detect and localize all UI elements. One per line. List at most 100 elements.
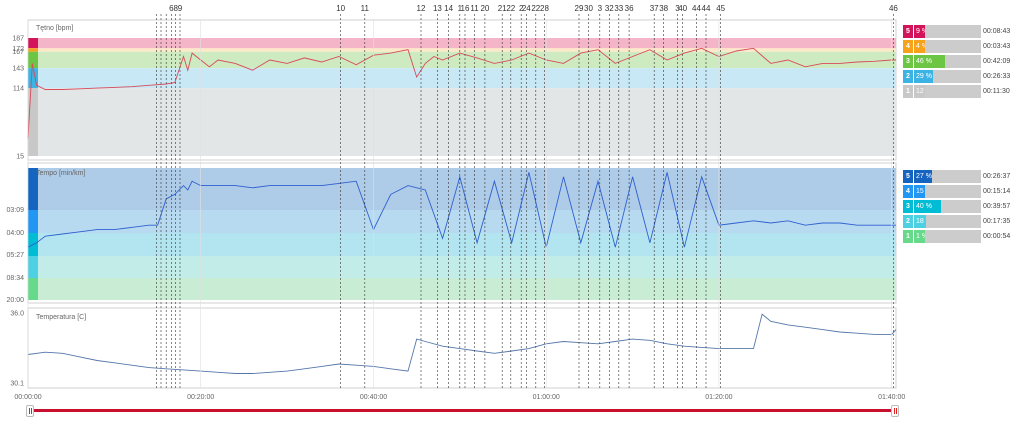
heart-rate-zone-row: 3 46 % [903, 55, 983, 68]
lap-marker-label[interactable]: 14 [444, 4, 453, 13]
lap-marker-label[interactable]: 16 [461, 4, 470, 13]
heart-rate-zone-time: 00:08:43 [983, 28, 1011, 35]
lap-marker-label[interactable]: 29 [575, 4, 584, 13]
heart-rate-zone-band [28, 48, 896, 52]
temperature-line [27, 313, 897, 374]
heart-rate-zone-band [28, 38, 896, 49]
x-tick-label: 00:20:00 [187, 394, 214, 401]
heart-rate-zone-row: 59 % [903, 25, 983, 38]
temperature-tick-label: 36.0 [10, 311, 24, 318]
heart-rate-zone-band [28, 88, 896, 156]
lap-marker-label[interactable]: 22 [531, 4, 540, 13]
lap-marker-label[interactable]: 22 [506, 4, 515, 13]
heart-rate-zone-marker [28, 51, 38, 69]
lap-marker-label[interactable]: 46 [889, 4, 898, 13]
x-tick-label: 00:00:00 [14, 394, 41, 401]
lap-marker-label[interactable]: 9 [178, 4, 183, 13]
pace-zone-bar-track [914, 230, 981, 243]
lap-marker-label[interactable]: 10 [336, 4, 345, 13]
pace-zone-band [28, 168, 896, 210]
pace-zone-percentage: 1 % [914, 230, 925, 243]
lap-marker-label[interactable]: 37 [650, 4, 659, 13]
heart-rate-zone-band [28, 68, 896, 89]
x-tick-label: 01:20:00 [705, 394, 732, 401]
heart-rate-zone-number: 5 [903, 25, 913, 38]
heart-rate-zone-row: 44 % [903, 40, 983, 53]
lap-marker-label[interactable]: 32 [605, 4, 614, 13]
lap-marker-label[interactable]: 45 [716, 4, 725, 13]
heart-rate-zone-bar-track [914, 40, 981, 53]
pace-zone-marker [28, 278, 38, 300]
pace-zone-band [28, 256, 896, 278]
pace-tick-label: 03:09 [6, 207, 24, 214]
lap-marker-label[interactable]: 40 [678, 4, 687, 13]
heart-rate-axis-label: Tętno [bpm] [36, 25, 73, 32]
heart-rate-zone-number: 3 [903, 55, 913, 68]
pace-zone-number: 3 [903, 200, 913, 213]
lap-marker-label[interactable]: 38 [659, 4, 668, 13]
heart-rate-tick-label: 15 [16, 154, 24, 161]
lap-marker-label[interactable]: 8 [173, 4, 178, 13]
heart-rate-zone-time: 00:26:33 [983, 73, 1011, 80]
range-slider-right-handle[interactable] [891, 405, 899, 417]
heart-rate-zone-marker [28, 88, 38, 156]
lap-marker-label[interactable]: 28 [540, 4, 549, 13]
heart-rate-tick-label: 114 [13, 86, 24, 93]
pace-tick-label: 20:00 [6, 297, 24, 304]
lap-marker-label[interactable]: 20 [480, 4, 489, 13]
lap-marker-label[interactable]: 3 [598, 4, 603, 13]
pace-zone-row: 3 40 % [903, 200, 983, 213]
lap-marker-label[interactable]: 2 [519, 4, 524, 13]
x-tick-label: 01:40:00 [878, 394, 905, 401]
heart-rate-zone-bar-track [914, 85, 981, 98]
temperature-tick-label: 30.1 [10, 381, 24, 388]
lap-marker-label[interactable]: 33 [614, 4, 623, 13]
lap-marker-label[interactable]: 36 [625, 4, 634, 13]
pace-zone-bar-track [914, 215, 981, 228]
heart-rate-zone-number: 1 [903, 85, 913, 98]
range-slider-left-handle[interactable] [26, 405, 34, 417]
pace-zone-percentage: 15 % [914, 185, 925, 198]
lap-marker-label[interactable]: 6 [169, 4, 174, 13]
x-tick-label: 00:40:00 [360, 394, 387, 401]
lap-marker-label[interactable]: 11 [361, 4, 370, 13]
heart-rate-zone-band [28, 51, 896, 69]
x-tick-label: 01:00:00 [533, 394, 560, 401]
heart-rate-zone-percentage: 9 % [914, 25, 925, 38]
pace-zone-bar-track [914, 185, 981, 198]
pace-zone-row: 218 % [903, 215, 983, 228]
lap-marker-label[interactable]: 24 [522, 4, 531, 13]
lap-marker-label[interactable]: 13 [433, 4, 442, 13]
pace-tick-label: 08:34 [6, 275, 24, 282]
lap-marker-label[interactable]: 44 [702, 4, 711, 13]
heart-rate-zone-percentage: 29 % [914, 70, 934, 83]
pace-zone-number: 1 [903, 230, 913, 243]
heart-rate-zone-marker [28, 48, 38, 52]
lap-marker-label[interactable]: 12 [417, 4, 426, 13]
range-slider-track[interactable] [28, 409, 896, 412]
heart-rate-zone-number: 2 [903, 70, 913, 83]
pace-tick-label: 05:27 [6, 252, 24, 259]
lap-marker-label[interactable]: 3 [675, 4, 680, 13]
pace-zone-marker [28, 168, 38, 210]
lap-marker-label[interactable]: 21 [498, 4, 507, 13]
temperature-axis-label: Temperatura [C] [36, 314, 86, 321]
pace-zone-time: 00:39:57 [983, 203, 1011, 210]
pace-zone-number: 4 [903, 185, 913, 198]
lap-marker-label[interactable]: 1 [458, 4, 463, 13]
lap-marker-label[interactable]: 44 [692, 4, 701, 13]
lap-marker-label[interactable]: 30 [584, 4, 593, 13]
pace-zone-row: 11 % [903, 230, 983, 243]
heart-rate-zone-bar-track [914, 25, 981, 38]
pace-zone-percentage: 27 % [914, 170, 933, 183]
pace-zone-time: 00:00:54 [983, 233, 1011, 240]
heart-rate-zone-percentage: 46 % [914, 55, 945, 68]
pace-zone-number: 2 [903, 215, 913, 228]
lap-marker-label[interactable]: 11 [470, 4, 479, 13]
heart-rate-zone-marker [28, 68, 38, 89]
pace-tick-label: 04:00 [6, 230, 24, 237]
heart-rate-tick-label: 143 [12, 66, 24, 73]
pace-zone-marker [28, 210, 38, 233]
